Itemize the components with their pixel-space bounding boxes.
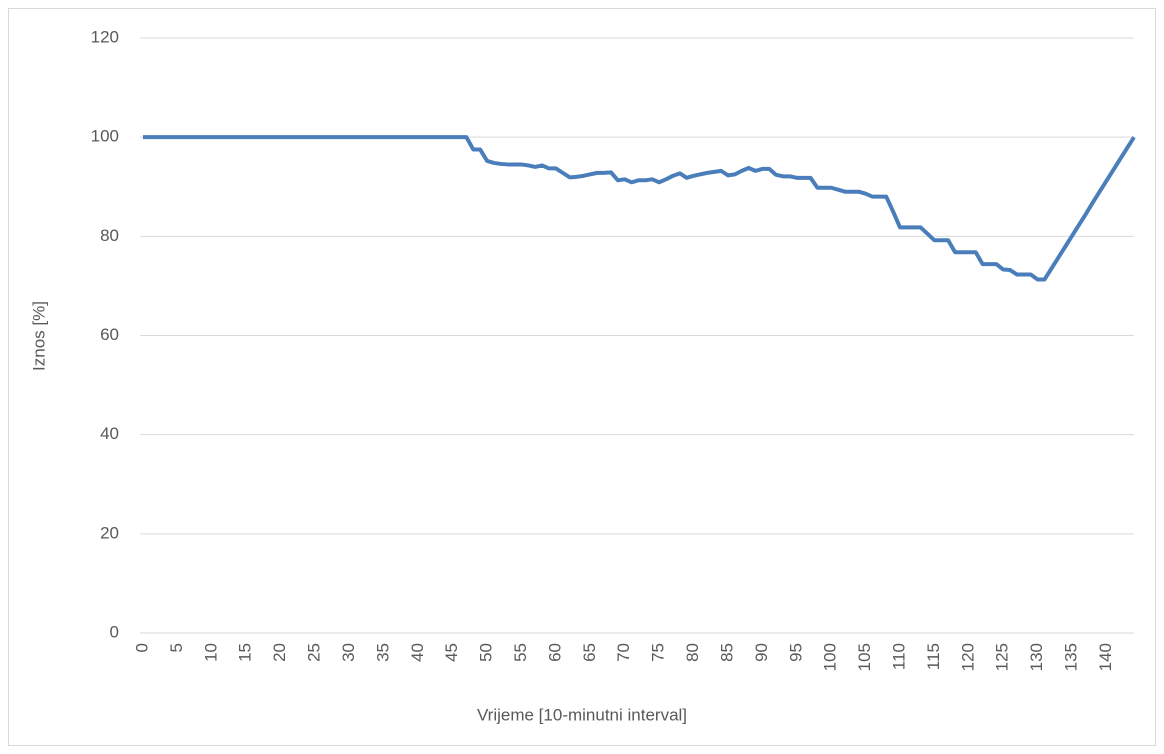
x-tick-label: 95 [786,643,805,662]
y-tick-label: 120 [91,27,119,46]
x-tick-label: 115 [924,643,943,670]
x-tick-label: 20 [270,643,289,662]
x-tick-label: 30 [339,643,358,662]
x-tick-label: 35 [373,643,392,662]
y-axis-label: Iznos [%] [29,301,48,371]
x-tick-label: 135 [1062,643,1081,671]
x-tick-label: 130 [1027,643,1046,671]
x-axis-label: Vrijeme [10-minutni interval] [477,705,687,724]
y-tick-label: 20 [100,523,119,542]
y-tick-label: 0 [110,622,119,641]
y-tick-label: 80 [100,226,119,245]
data-line [143,135,1136,282]
x-tick-label: 105 [855,643,874,671]
x-tick-label: 80 [683,643,702,662]
x-tick-label: 40 [408,643,427,662]
x-tick-label: 120 [958,643,977,671]
x-tick-label: 140 [1096,643,1115,671]
x-tick-label: 100 [821,643,840,671]
x-tick-label: 10 [201,643,220,662]
x-tick-label: 55 [511,643,530,662]
x-tick-label: 0 [132,643,151,652]
y-tick-label: 60 [100,325,119,344]
x-tick-label: 60 [545,643,564,662]
x-tick-label: 75 [649,643,668,662]
x-tick-label: 65 [580,643,599,662]
x-tick-label: 90 [752,643,771,662]
x-tick-label: 50 [477,643,496,662]
x-tick-label: 125 [993,643,1012,671]
x-tick-label: 5 [167,643,186,652]
x-tick-label: 70 [614,643,633,662]
x-tick-label: 25 [305,643,324,662]
y-tick-label: 40 [100,424,119,443]
chart-border [8,8,1156,746]
x-tick-label: 85 [717,643,736,662]
x-tick-label: 110 [889,643,908,670]
x-tick-label: 45 [442,643,461,662]
x-tick-label: 15 [236,643,255,662]
y-tick-label: 100 [91,127,119,146]
